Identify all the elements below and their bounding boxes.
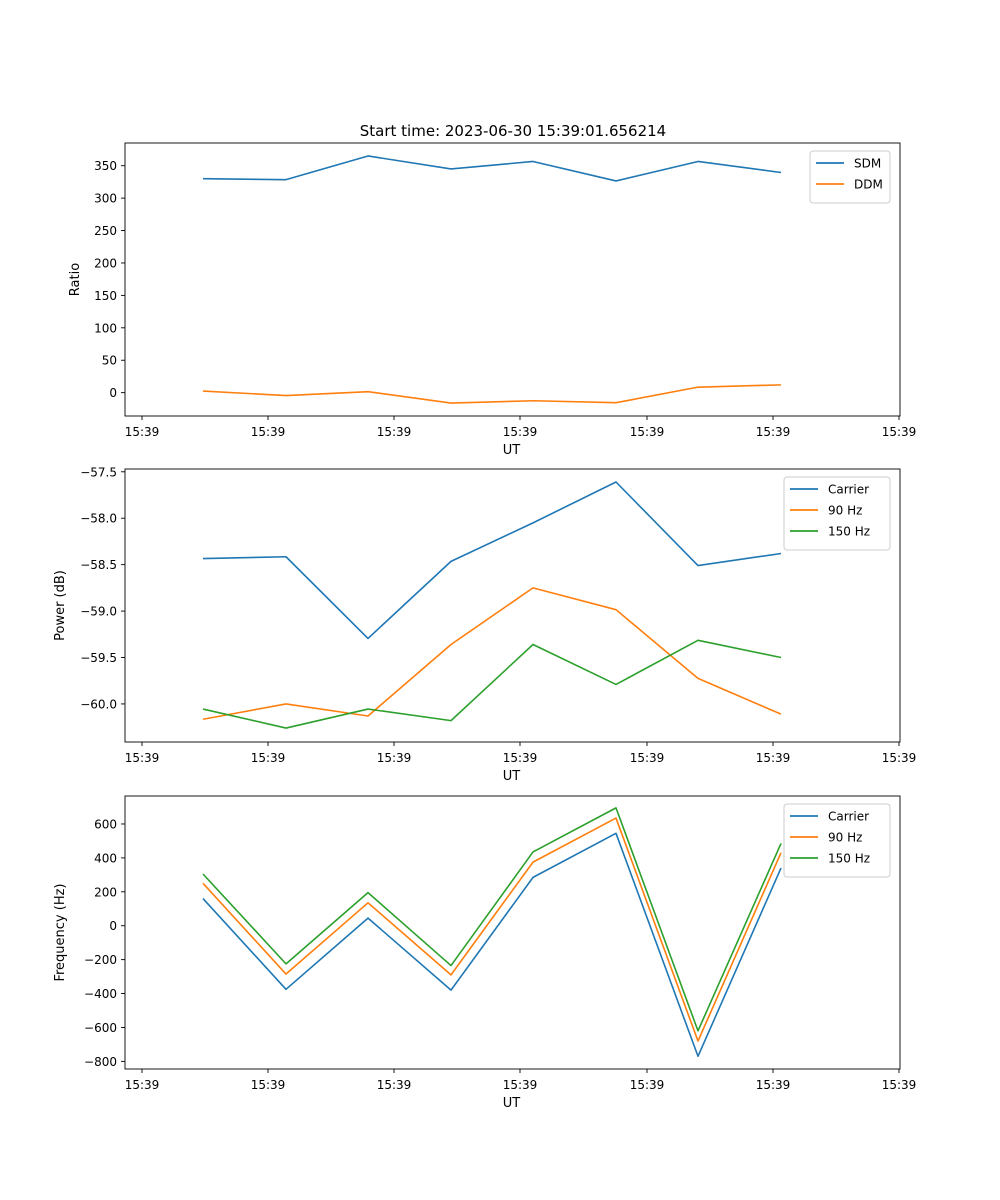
series-line-150-hz bbox=[202, 807, 782, 1032]
y-tick-label: −58.0 bbox=[80, 512, 117, 526]
series-line-90-hz bbox=[202, 587, 782, 721]
series-line-150-hz bbox=[202, 639, 782, 729]
series-line-90-hz bbox=[202, 817, 782, 1042]
x-axis-label: UT bbox=[503, 1096, 521, 1111]
y-tick-label: −59.5 bbox=[80, 651, 117, 665]
series-line-carrier bbox=[202, 481, 782, 640]
x-tick-label: 15:39 bbox=[377, 751, 412, 765]
y-tick-label: −400 bbox=[84, 987, 117, 1001]
legend-label: 90 Hz bbox=[828, 831, 862, 845]
y-tick-label: 600 bbox=[94, 817, 117, 831]
y-tick-label: −58.5 bbox=[80, 558, 117, 572]
legend-label: Carrier bbox=[828, 810, 869, 824]
y-tick-label: 0 bbox=[109, 919, 117, 933]
legend: SDM DDM bbox=[809, 150, 891, 204]
legend-label: 150 Hz bbox=[828, 852, 870, 866]
y-tick-label: 100 bbox=[94, 321, 117, 335]
series-line-sdm bbox=[202, 155, 782, 182]
x-tick-label: 15:39 bbox=[125, 751, 160, 765]
x-tick-label: 15:39 bbox=[882, 425, 917, 439]
y-tick-label: 300 bbox=[94, 192, 117, 206]
legend-box bbox=[809, 150, 891, 204]
x-tick-label: 15:39 bbox=[503, 1078, 538, 1092]
y-tick-label: −57.5 bbox=[80, 465, 117, 479]
x-axis-label: UT bbox=[503, 769, 521, 784]
y-tick-label: −800 bbox=[84, 1055, 117, 1069]
y-tick-label: 150 bbox=[94, 289, 117, 303]
y-axis-label: Power (dB) bbox=[53, 570, 68, 641]
x-tick-label: 15:39 bbox=[377, 1078, 412, 1092]
y-tick-label: −600 bbox=[84, 1021, 117, 1035]
legend-label: 150 Hz bbox=[828, 525, 870, 539]
x-axis-label: UT bbox=[503, 443, 521, 458]
x-tick-label: 15:39 bbox=[756, 1078, 791, 1092]
axes-frame bbox=[124, 795, 901, 1070]
x-tick-label: 15:39 bbox=[251, 1078, 286, 1092]
x-tick-label: 15:39 bbox=[630, 1078, 665, 1092]
y-tick-label: 200 bbox=[94, 885, 117, 899]
chart-panel-1: 15:39 15:39 15:39 15:39 15:39 15:39 15:39 0 50 10… bbox=[68, 142, 917, 458]
y-tick-label: 350 bbox=[94, 159, 117, 173]
legend-label: SDM bbox=[854, 157, 881, 171]
x-tick-label: 15:39 bbox=[125, 425, 160, 439]
series-line-ddm bbox=[202, 384, 782, 404]
x-tick-label: 15:39 bbox=[377, 425, 412, 439]
legend-label: DDM bbox=[854, 178, 883, 192]
x-tick-label: 15:39 bbox=[251, 425, 286, 439]
axes-frame bbox=[124, 142, 901, 417]
x-tick-label: 15:39 bbox=[630, 751, 665, 765]
y-tick-label: −59.0 bbox=[80, 605, 117, 619]
y-axis-label: Ratio bbox=[68, 263, 83, 296]
y-axis-label: Frequency (Hz) bbox=[53, 883, 68, 981]
legend-label: Carrier bbox=[828, 483, 869, 497]
x-tick-label: 15:39 bbox=[630, 425, 665, 439]
series-line-carrier bbox=[202, 832, 782, 1058]
x-tick-label: 15:39 bbox=[503, 751, 538, 765]
y-tick-label: −200 bbox=[84, 953, 117, 967]
x-tick-label: 15:39 bbox=[882, 1078, 917, 1092]
chart-panel-3: 15:39 15:39 15:39 15:39 15:39 15:39 15:39 −800 −… bbox=[53, 795, 917, 1111]
y-tick-label: 0 bbox=[109, 386, 117, 400]
x-tick-label: 15:39 bbox=[503, 425, 538, 439]
x-tick-label: 15:39 bbox=[251, 751, 286, 765]
legend-label: 90 Hz bbox=[828, 504, 862, 518]
legend: Carrier 90 Hz 150 Hz bbox=[783, 476, 891, 551]
x-tick-label: 15:39 bbox=[756, 425, 791, 439]
y-tick-label: 200 bbox=[94, 256, 117, 270]
x-tick-label: 15:39 bbox=[882, 751, 917, 765]
figure-title: Start time: 2023-06-30 15:39:01.656214 bbox=[360, 122, 666, 140]
y-tick-label: 250 bbox=[94, 224, 117, 238]
y-tick-label: 400 bbox=[94, 851, 117, 865]
panels: 15:39 15:39 15:39 15:39 15:39 15:39 15:39 0 50 10… bbox=[53, 142, 917, 1111]
x-tick-label: 15:39 bbox=[756, 751, 791, 765]
y-tick-label: −60.0 bbox=[80, 697, 117, 711]
y-tick-label: 50 bbox=[102, 354, 117, 368]
chart-panel-2: 15:39 15:39 15:39 15:39 15:39 15:39 15:39 −60.0… bbox=[53, 465, 916, 784]
x-tick-label: 15:39 bbox=[125, 1078, 160, 1092]
legend: Carrier 90 Hz 150 Hz bbox=[783, 803, 891, 878]
axes-frame bbox=[124, 468, 901, 743]
